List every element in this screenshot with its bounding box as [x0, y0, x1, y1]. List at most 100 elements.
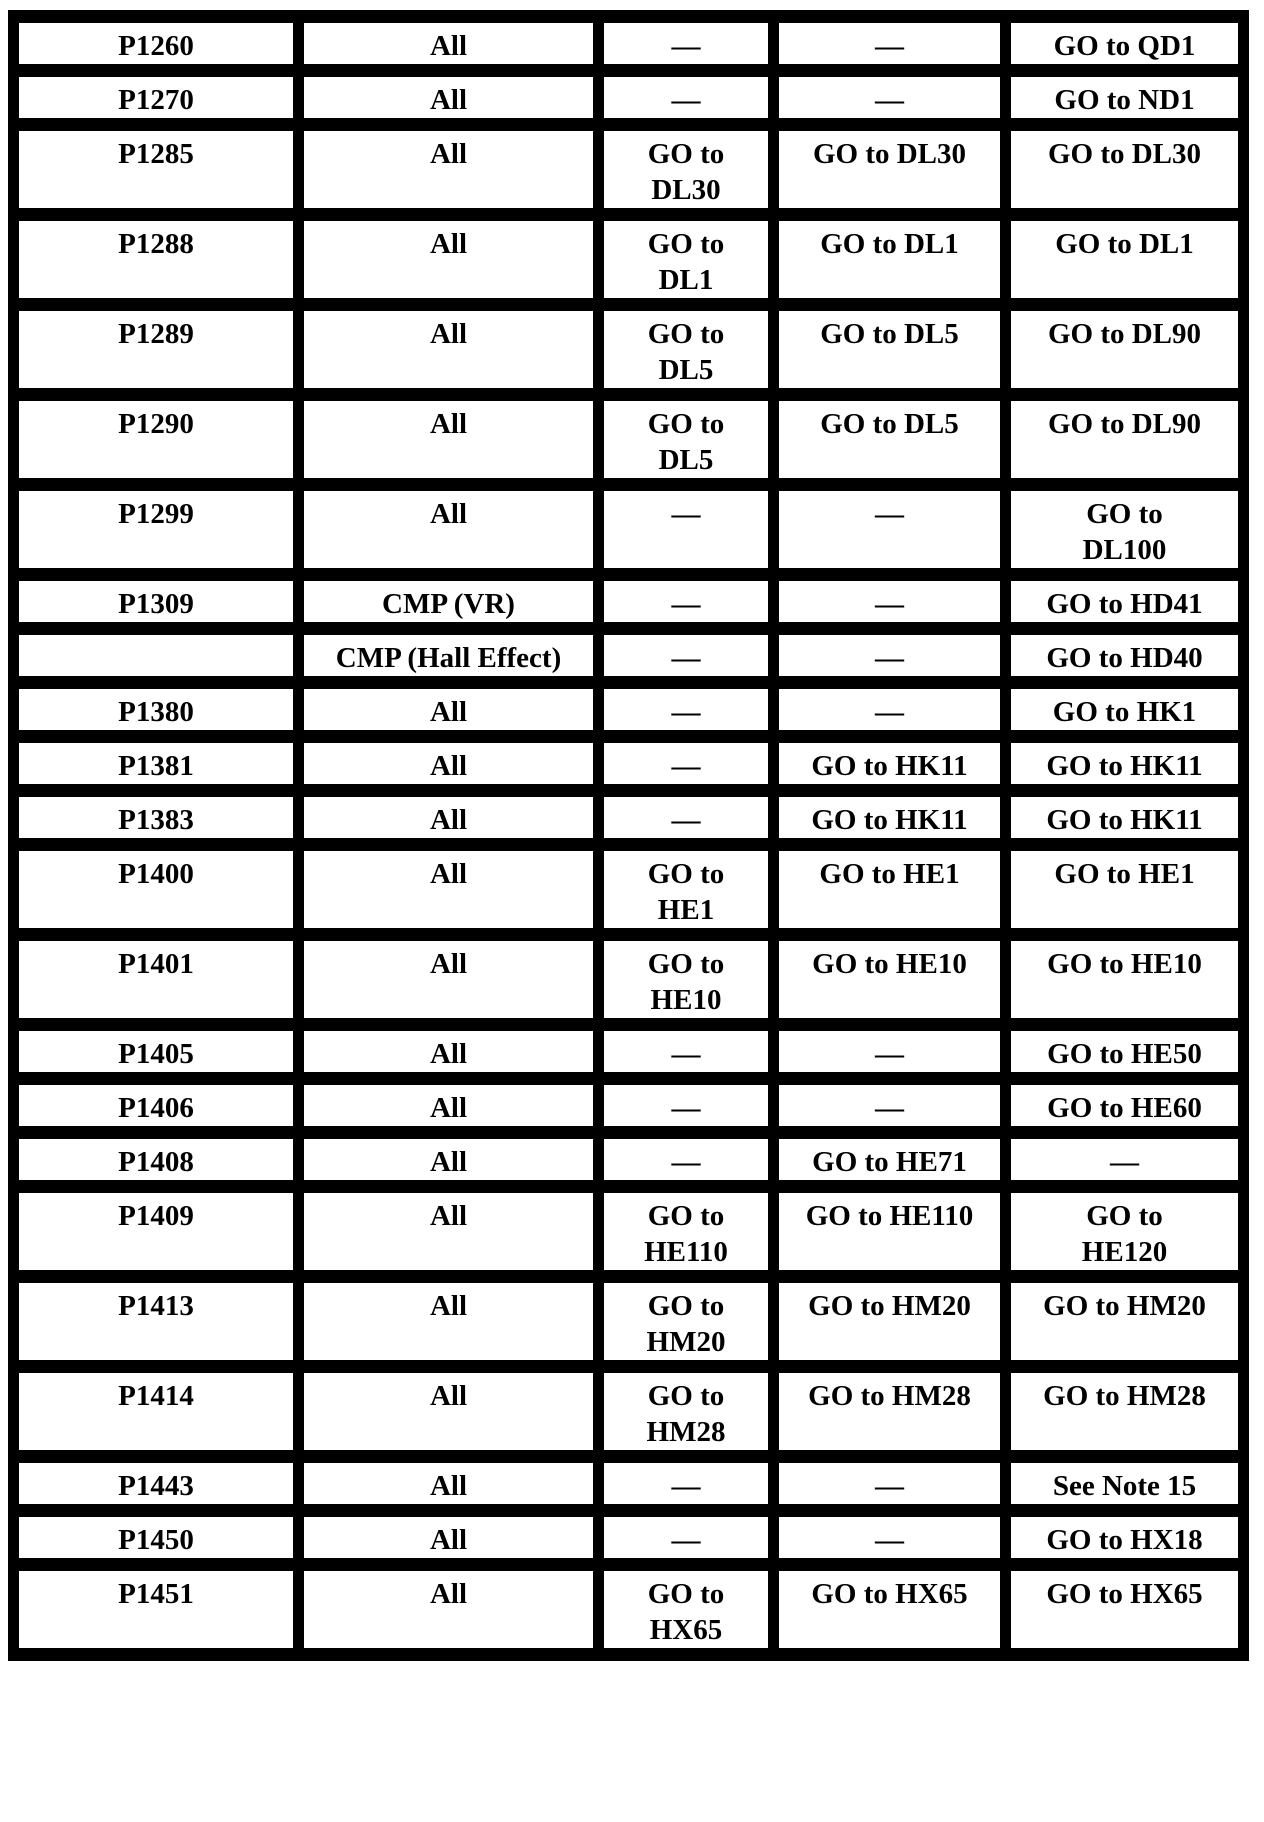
dtc-code-cell: P1381 [8, 730, 304, 797]
step-cell-1: GO to DL5 [593, 388, 779, 491]
step-cell-2: GO to HX65 [768, 1558, 1011, 1661]
step-cell-2: GO to HM20 [768, 1270, 1011, 1373]
table-row: P1309 CMP (VR) — — GO to HD41 [8, 568, 1249, 635]
dtc-code-cell: P1443 [8, 1450, 304, 1517]
table-row: P1408 All — GO to HE71 — [8, 1126, 1249, 1193]
step-cell-2: GO to DL5 [768, 388, 1011, 491]
application-cell: All [293, 478, 604, 581]
step-cell-2: — [768, 1018, 1011, 1085]
table-row: P1401 All GO to HE10 GO to HE10 GO to HE… [8, 928, 1249, 1031]
step-cell-1: — [593, 784, 779, 851]
step-cell-2: GO to HE71 [768, 1126, 1011, 1193]
step-cell-1: — [593, 10, 779, 77]
step-cell-1: — [593, 64, 779, 131]
action-cell: GO to QD1 [1000, 10, 1249, 77]
step-cell-1: GO to DL30 [593, 118, 779, 221]
table-row: P1443 All — — See Note 15 [8, 1450, 1249, 1517]
dtc-code-cell [8, 622, 304, 689]
application-cell: All [293, 1126, 604, 1193]
table-row: P1289 All GO to DL5 GO to DL5 GO to DL90 [8, 298, 1249, 401]
action-cell: GO to HK11 [1000, 784, 1249, 851]
dtc-code-cell: P1309 [8, 568, 304, 635]
step-cell-2: — [768, 478, 1011, 581]
document-page: P1260 All — — GO to QD1 P1270 All — — GO… [0, 10, 1264, 1661]
action-cell: GO to HX65 [1000, 1558, 1249, 1661]
dtc-code-cell: P1408 [8, 1126, 304, 1193]
dtc-code-cell: P1270 [8, 64, 304, 131]
application-cell: All [293, 298, 604, 401]
dtc-code-cell: P1409 [8, 1180, 304, 1283]
table-row: P1450 All — — GO to HX18 [8, 1504, 1249, 1571]
action-cell: GO to HX18 [1000, 1504, 1249, 1571]
application-cell: All [293, 784, 604, 851]
step-cell-1: — [593, 568, 779, 635]
step-cell-1: GO to DL5 [593, 298, 779, 401]
action-cell: GO to ND1 [1000, 64, 1249, 131]
step-cell-2: GO to HE10 [768, 928, 1011, 1031]
application-cell: CMP (VR) [293, 568, 604, 635]
dtc-code-cell: P1400 [8, 838, 304, 941]
step-cell-1: GO to DL1 [593, 208, 779, 311]
application-cell: All [293, 1450, 604, 1517]
table-row: P1381 All — GO to HK11 GO to HK11 [8, 730, 1249, 797]
dtc-code-cell: P1406 [8, 1072, 304, 1139]
step-cell-1: GO to HM20 [593, 1270, 779, 1373]
step-cell-1: GO to HX65 [593, 1558, 779, 1661]
dtc-code-cell: P1299 [8, 478, 304, 581]
application-cell: All [293, 928, 604, 1031]
action-cell: GO to HE1 [1000, 838, 1249, 941]
table-row: CMP (Hall Effect) — — GO to HD40 [8, 622, 1249, 689]
dtc-code-cell: P1290 [8, 388, 304, 491]
application-cell: All [293, 118, 604, 221]
application-cell: All [293, 1072, 604, 1139]
step-cell-2: — [768, 1450, 1011, 1517]
application-cell: CMP (Hall Effect) [293, 622, 604, 689]
application-cell: All [293, 10, 604, 77]
action-cell: GO to DL30 [1000, 118, 1249, 221]
step-cell-2: GO to HM28 [768, 1360, 1011, 1463]
table-row: P1406 All — — GO to HE60 [8, 1072, 1249, 1139]
application-cell: All [293, 1018, 604, 1085]
table-row: P1260 All — — GO to QD1 [8, 10, 1249, 77]
action-cell: GO to HM28 [1000, 1360, 1249, 1463]
action-cell: GO to HD40 [1000, 622, 1249, 689]
step-cell-2: — [768, 1504, 1011, 1571]
dtc-code-cell: P1414 [8, 1360, 304, 1463]
table-row: P1383 All — GO to HK11 GO to HK11 [8, 784, 1249, 851]
table-row: P1285 All GO to DL30 GO to DL30 GO to DL… [8, 118, 1249, 221]
table-row: P1409 All GO to HE110 GO to HE110 GO to … [8, 1180, 1249, 1283]
step-cell-1: — [593, 478, 779, 581]
table-row: P1270 All — — GO to ND1 [8, 64, 1249, 131]
application-cell: All [293, 388, 604, 491]
step-cell-1: — [593, 1504, 779, 1571]
step-cell-2: — [768, 1072, 1011, 1139]
application-cell: All [293, 730, 604, 797]
action-cell: GO to HM20 [1000, 1270, 1249, 1373]
action-cell: GO to HE10 [1000, 928, 1249, 1031]
application-cell: All [293, 1504, 604, 1571]
table-row: P1414 All GO to HM28 GO to HM28 GO to HM… [8, 1360, 1249, 1463]
step-cell-1: — [593, 622, 779, 689]
action-cell: GO to DL90 [1000, 298, 1249, 401]
action-cell: GO to HK1 [1000, 676, 1249, 743]
dtc-code-cell: P1380 [8, 676, 304, 743]
dtc-code-cell: P1288 [8, 208, 304, 311]
step-cell-2: GO to HE1 [768, 838, 1011, 941]
step-cell-2: GO to HK11 [768, 784, 1011, 851]
dtc-code-cell: P1451 [8, 1558, 304, 1661]
action-cell: GO to HE60 [1000, 1072, 1249, 1139]
action-cell: GO to DL90 [1000, 388, 1249, 491]
application-cell: All [293, 838, 604, 941]
step-cell-1: — [593, 1018, 779, 1085]
step-cell-2: GO to HK11 [768, 730, 1011, 797]
table-row: P1451 All GO to HX65 GO to HX65 GO to HX… [8, 1558, 1249, 1661]
table-row: P1290 All GO to DL5 GO to DL5 GO to DL90 [8, 388, 1249, 491]
application-cell: All [293, 676, 604, 743]
table-row: P1380 All — — GO to HK1 [8, 676, 1249, 743]
step-cell-1: — [593, 1450, 779, 1517]
dtc-table: P1260 All — — GO to QD1 P1270 All — — GO… [8, 10, 1249, 1661]
action-cell: GO to HD41 [1000, 568, 1249, 635]
dtc-code-cell: P1289 [8, 298, 304, 401]
step-cell-1: — [593, 676, 779, 743]
table-row: P1299 All — — GO to DL100 [8, 478, 1249, 581]
